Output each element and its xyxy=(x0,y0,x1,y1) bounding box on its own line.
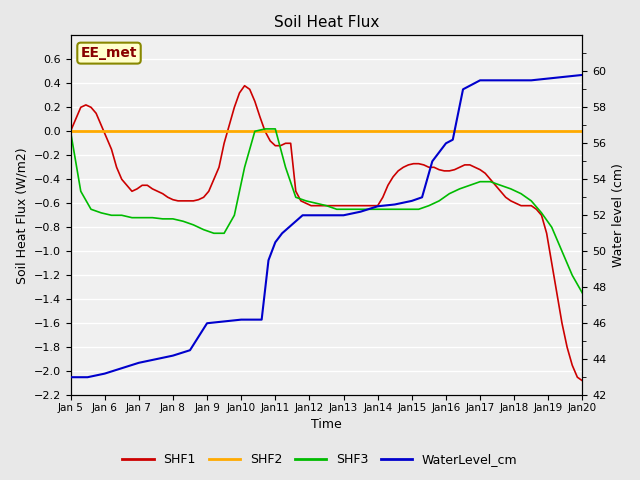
Y-axis label: Water level (cm): Water level (cm) xyxy=(612,163,625,267)
Title: Soil Heat Flux: Soil Heat Flux xyxy=(274,15,379,30)
X-axis label: Time: Time xyxy=(311,419,342,432)
Legend: SHF1, SHF2, SHF3, WaterLevel_cm: SHF1, SHF2, SHF3, WaterLevel_cm xyxy=(117,448,523,471)
Y-axis label: Soil Heat Flux (W/m2): Soil Heat Flux (W/m2) xyxy=(15,147,28,284)
Text: EE_met: EE_met xyxy=(81,46,137,60)
